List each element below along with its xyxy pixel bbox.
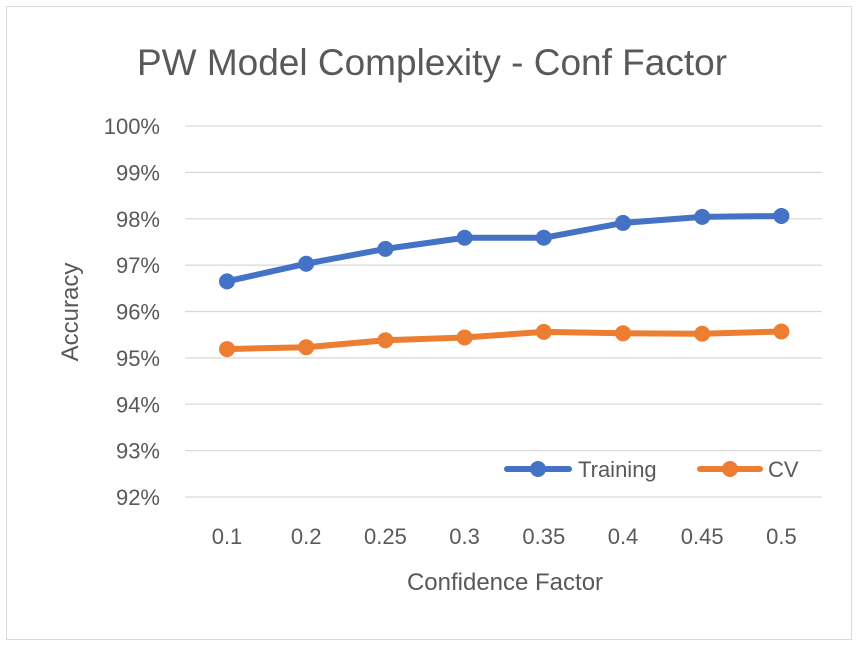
data-point (298, 339, 315, 356)
data-point (615, 325, 631, 342)
gridlines (185, 125, 822, 498)
x-axis-ticks: 0.1 0.2 0.25 0.3 0.35 0.4 0.45 0.5 (212, 524, 797, 549)
data-point (535, 323, 552, 340)
legend-marker (530, 461, 546, 477)
y-tick-label: 97% (116, 253, 160, 278)
y-tick-label: 94% (116, 392, 160, 417)
legend: Training CV (504, 457, 799, 482)
legend-item-cv: CV (697, 457, 799, 482)
data-point (456, 229, 473, 246)
series-line-training (224, 212, 785, 285)
series-line-cv (224, 328, 785, 353)
x-tick-label: 0.3 (449, 524, 480, 549)
data-point (694, 325, 711, 342)
legend-label: CV (768, 457, 799, 482)
y-tick-label: 96% (116, 300, 160, 325)
chart-frame (6, 6, 852, 640)
x-tick-label: 0.2 (291, 524, 322, 549)
data-point (219, 341, 235, 358)
series-training (219, 207, 790, 290)
y-tick-label: 100% (104, 114, 160, 139)
series-cv (219, 323, 790, 358)
y-tick-label: 95% (116, 346, 160, 371)
y-tick-label: 98% (116, 207, 160, 232)
data-point (773, 207, 790, 224)
data-point (615, 214, 631, 231)
chart-title: PW Model Complexity - Conf Factor (137, 42, 727, 83)
y-tick-label: 92% (116, 485, 160, 510)
y-axis-ticks: 100% 99% 98% 97% 96% 95% 94% 93% 92% (104, 114, 160, 510)
legend-item-training: Training (504, 457, 657, 482)
series-group (219, 207, 790, 358)
data-point (298, 255, 315, 272)
x-tick-label: 0.35 (522, 524, 565, 549)
data-point (535, 229, 552, 246)
x-tick-label: 0.45 (681, 524, 724, 549)
data-point (456, 329, 473, 346)
y-tick-label: 99% (116, 160, 160, 185)
y-tick-label: 93% (116, 439, 160, 464)
x-tick-label: 0.4 (608, 524, 639, 549)
x-tick-label: 0.5 (766, 524, 797, 549)
data-point (773, 323, 790, 340)
data-point (377, 332, 394, 349)
data-point (219, 273, 235, 290)
x-tick-label: 0.1 (212, 524, 243, 549)
x-tick-label: 0.25 (364, 524, 407, 549)
data-point (694, 208, 711, 225)
data-point (377, 240, 394, 257)
legend-marker (722, 461, 738, 477)
y-axis-label: Accuracy (57, 263, 84, 362)
legend-label: Training (578, 457, 657, 482)
x-axis-label: Confidence Factor (407, 569, 603, 596)
